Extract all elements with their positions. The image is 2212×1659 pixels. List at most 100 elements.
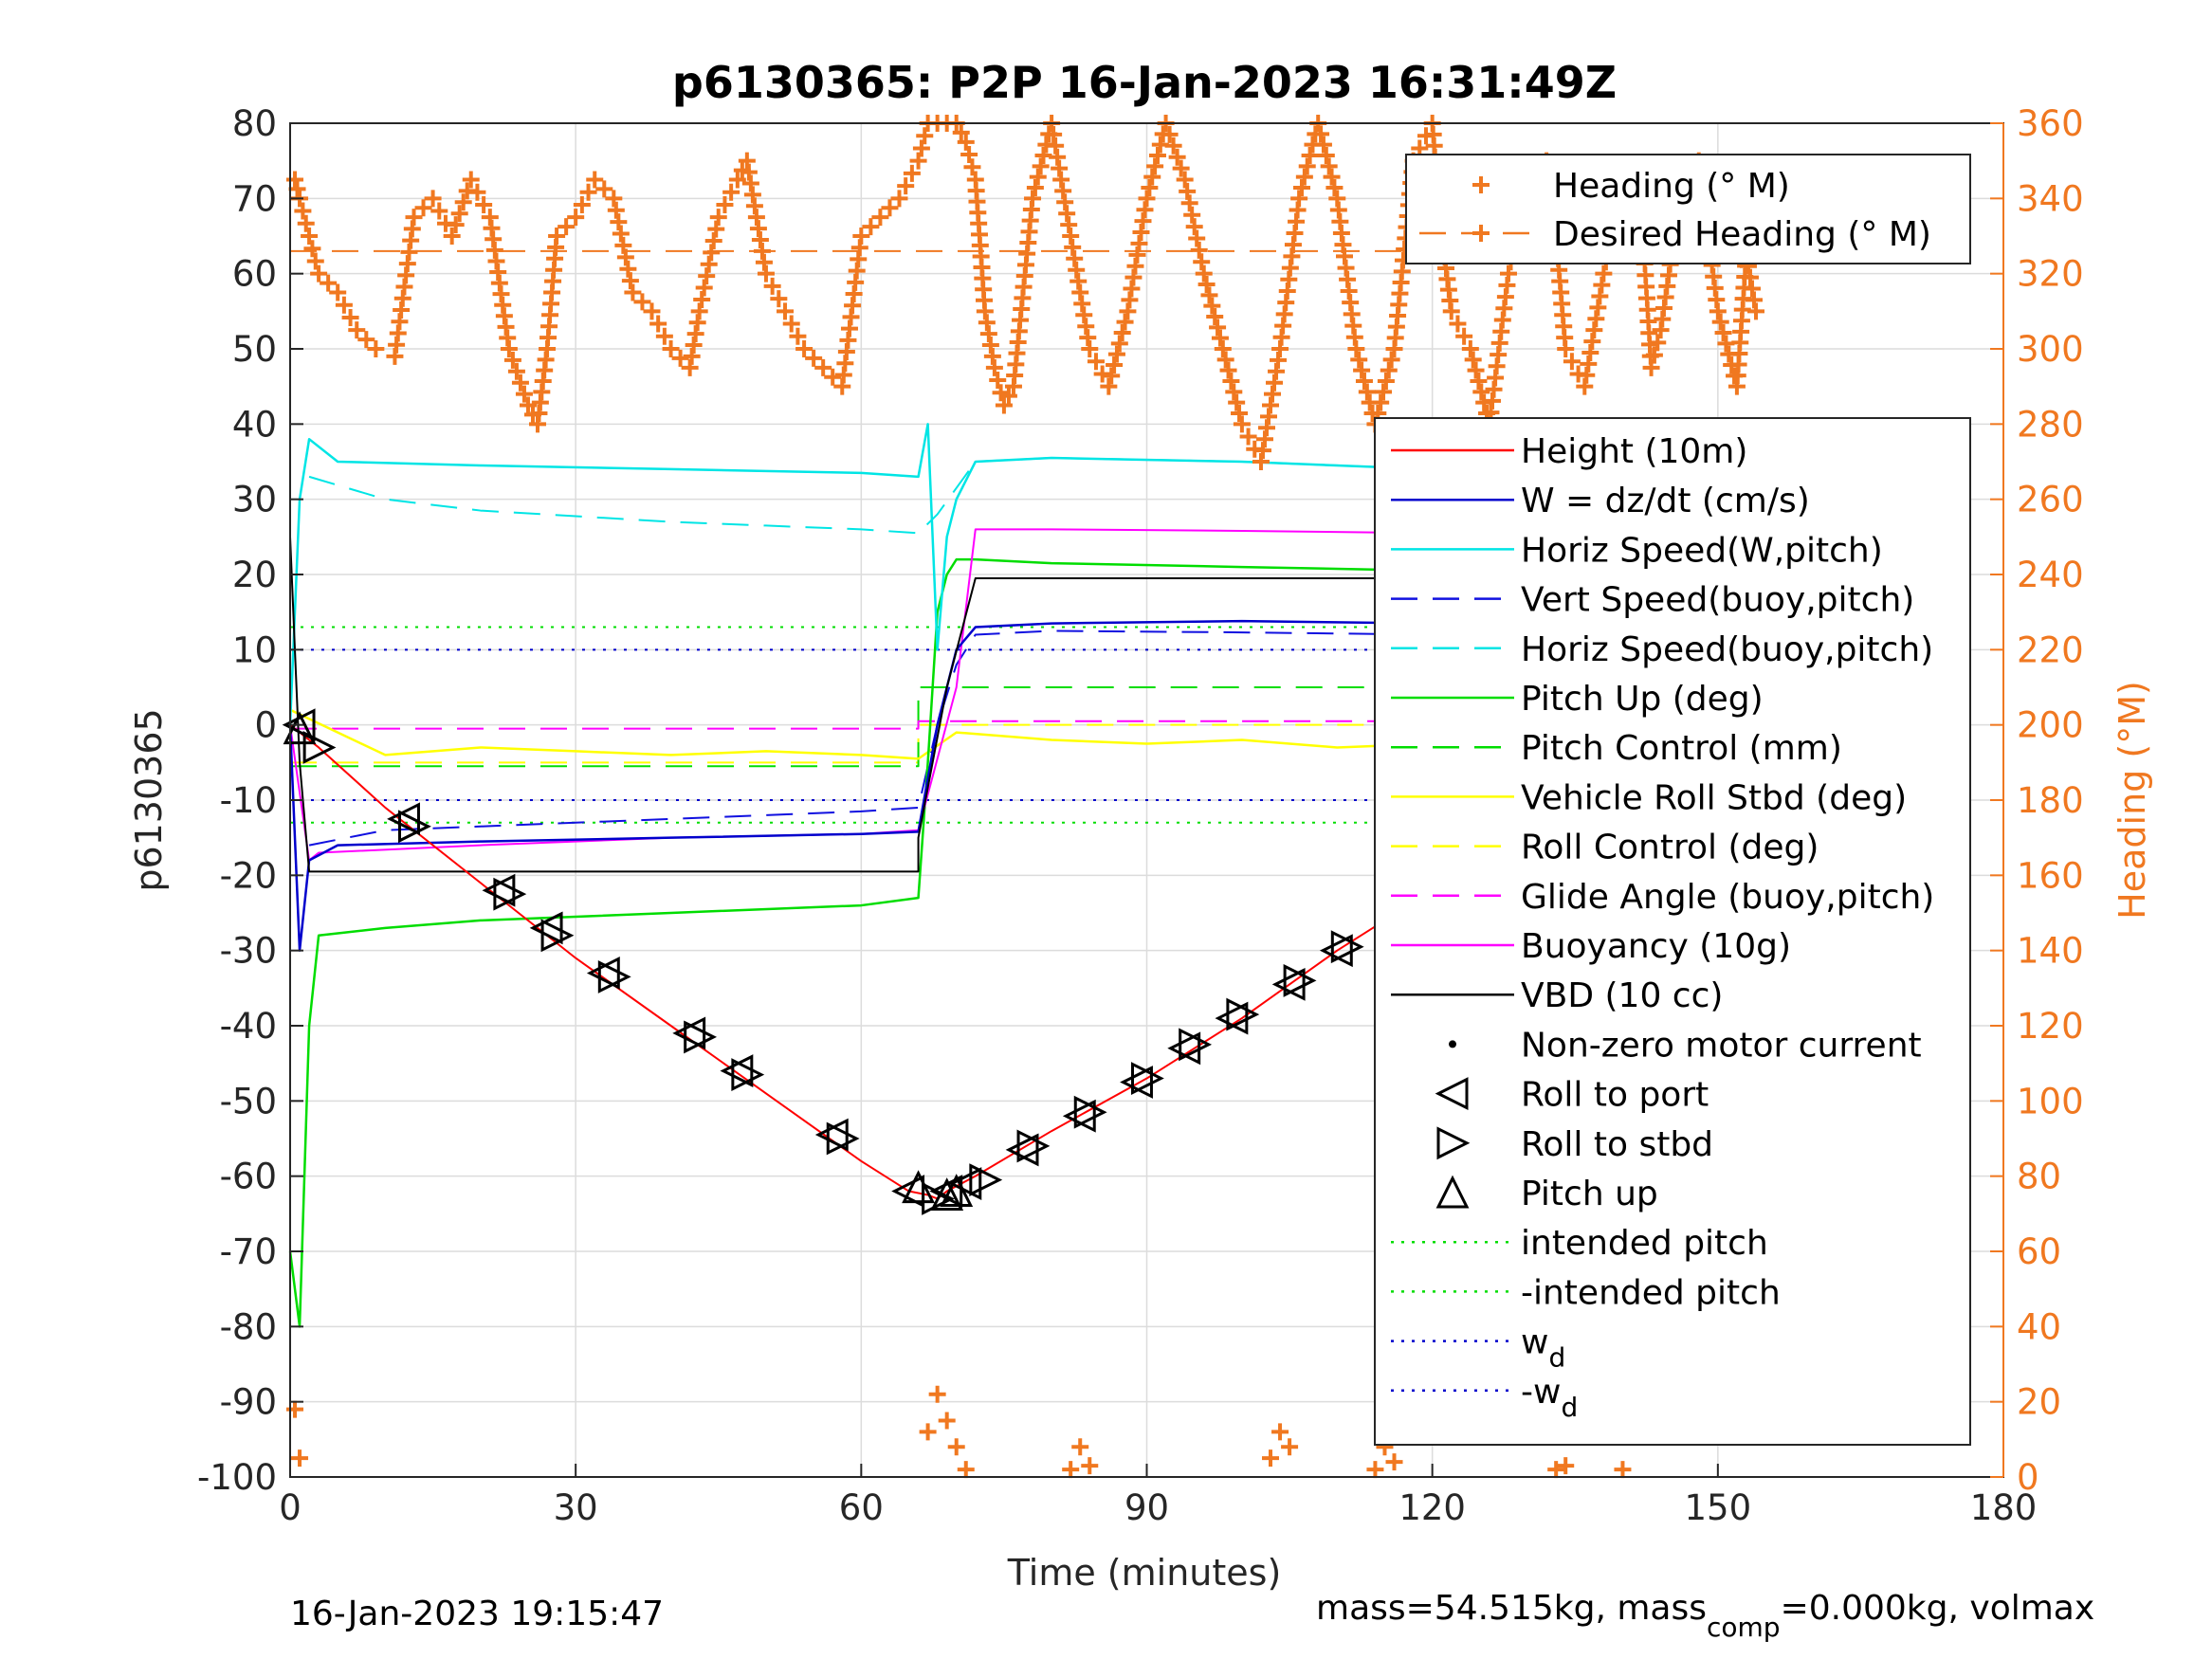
heading-point (500, 340, 518, 357)
y-right-tick-label: 180 (2017, 780, 2084, 821)
heading-point (916, 127, 934, 145)
y-right-tick-label: 320 (2017, 254, 2084, 295)
x-axis-label: Time (minutes) (1007, 1552, 1282, 1594)
heading-point (698, 267, 716, 285)
heading-point (805, 349, 823, 367)
legend-main-entry-label: Roll to stbd (1521, 1125, 1713, 1164)
heading-point (1051, 159, 1069, 177)
roll-to-stbd-marker (493, 877, 527, 911)
heading-point (890, 190, 908, 208)
y-right-tick-label: 300 (2017, 329, 2084, 370)
heading-point (1252, 453, 1270, 470)
heading-point (1029, 168, 1047, 186)
heading-point (612, 225, 630, 243)
heading-point (741, 174, 759, 192)
heading-point (1355, 373, 1373, 390)
roll-to-port-marker (387, 802, 420, 836)
heading-point (1449, 315, 1467, 333)
legend-entry-text: Vert Speed(buoy,pitch) (1521, 581, 1914, 620)
heading-point (1377, 373, 1395, 390)
heading-point (1595, 264, 1613, 283)
heading-point (297, 214, 315, 232)
legend-main-entry-label: Non-zero motor current (1521, 1026, 1922, 1065)
heading-point (1741, 268, 1759, 286)
heading-point (703, 244, 721, 262)
y-right-tick-label: 20 (2017, 1382, 2061, 1423)
legend-sample-plus (1472, 176, 1490, 193)
heading-point (1172, 159, 1190, 177)
heading-point (789, 327, 807, 345)
heading-point (294, 202, 312, 220)
legend-main-entry-label: Pitch Up (deg) (1521, 680, 1764, 719)
heading-point (747, 209, 765, 227)
footer-mass: mass=54.515kg, masscomp=0.000kg, volmax (1316, 1589, 2094, 1643)
heading-point (519, 396, 537, 414)
heading-point (1225, 383, 1243, 401)
heading-point (1714, 324, 1732, 341)
heading-point (586, 171, 604, 189)
roll-to-port-marker (282, 708, 316, 742)
legend-entry-text: VBD (10 cc) (1521, 976, 1723, 1015)
heading-point (1075, 306, 1093, 324)
heading-point (447, 216, 465, 234)
heading-point (1164, 137, 1182, 155)
y-left-tick-label: -100 (197, 1457, 277, 1498)
heading-point (1216, 351, 1234, 369)
heading-point (1385, 1453, 1403, 1471)
legend-entry-text: Roll to port (1521, 1076, 1709, 1115)
heading-point (716, 195, 734, 213)
heading-point (1645, 346, 1663, 364)
x-tick-label: 30 (554, 1487, 598, 1528)
legend-main-entry-label: intended pitch (1521, 1224, 1768, 1263)
heading-point (1071, 1438, 1089, 1456)
y-left-tick-label: -70 (220, 1231, 277, 1272)
series-layer (286, 115, 1764, 1479)
y-right-tick-label: 120 (2017, 1006, 2084, 1047)
heading-point (1358, 383, 1376, 401)
roll-to-stbd-marker (1131, 1062, 1164, 1095)
legend-sample-plus (1472, 225, 1490, 242)
heading-point (704, 231, 722, 249)
heading-point (903, 164, 921, 182)
heading-point (1292, 179, 1310, 196)
heading-point (722, 183, 740, 201)
heading-point (1264, 385, 1282, 403)
heading-point (978, 314, 996, 332)
heading-point (662, 340, 680, 357)
heading-point (310, 264, 328, 283)
heading-point (1709, 302, 1727, 320)
heading-point (1366, 1461, 1384, 1479)
heading-point (1103, 367, 1121, 385)
heading-point (1032, 157, 1050, 175)
heading-point (1148, 147, 1166, 164)
heading-point (1301, 147, 1319, 164)
heading-point (624, 283, 642, 301)
heading-point (1214, 340, 1232, 357)
heading-point (1587, 310, 1605, 328)
heading-point (610, 213, 628, 231)
heading-point (1062, 1461, 1080, 1479)
heading-point (1206, 308, 1224, 325)
legend-entry-text: w (1521, 1323, 1548, 1362)
heading-point (957, 133, 975, 151)
heading-point (1323, 168, 1341, 186)
heading-point (357, 331, 375, 349)
heading-point (567, 209, 585, 227)
heading-point (1107, 345, 1125, 363)
heading-point (1563, 353, 1581, 371)
legend-main-entry-label: Roll Control (deg) (1521, 829, 1819, 867)
heading-point (1298, 157, 1316, 175)
heading-point (938, 1412, 956, 1430)
heading-point (1470, 373, 1488, 390)
heading-point (738, 152, 756, 170)
heading-point (683, 347, 701, 365)
heading-point (1087, 353, 1105, 371)
roll-to-stbd-marker (540, 919, 575, 953)
legend-entry-text: Vehicle Roll Stbd (deg) (1521, 778, 1907, 817)
y-left-tick-label: -80 (220, 1306, 277, 1347)
heading-point (1583, 333, 1601, 351)
heading-point (985, 358, 1003, 376)
heading-point (1257, 419, 1275, 437)
heading-point (1290, 190, 1308, 208)
legend-sample-dot (1449, 1040, 1456, 1048)
